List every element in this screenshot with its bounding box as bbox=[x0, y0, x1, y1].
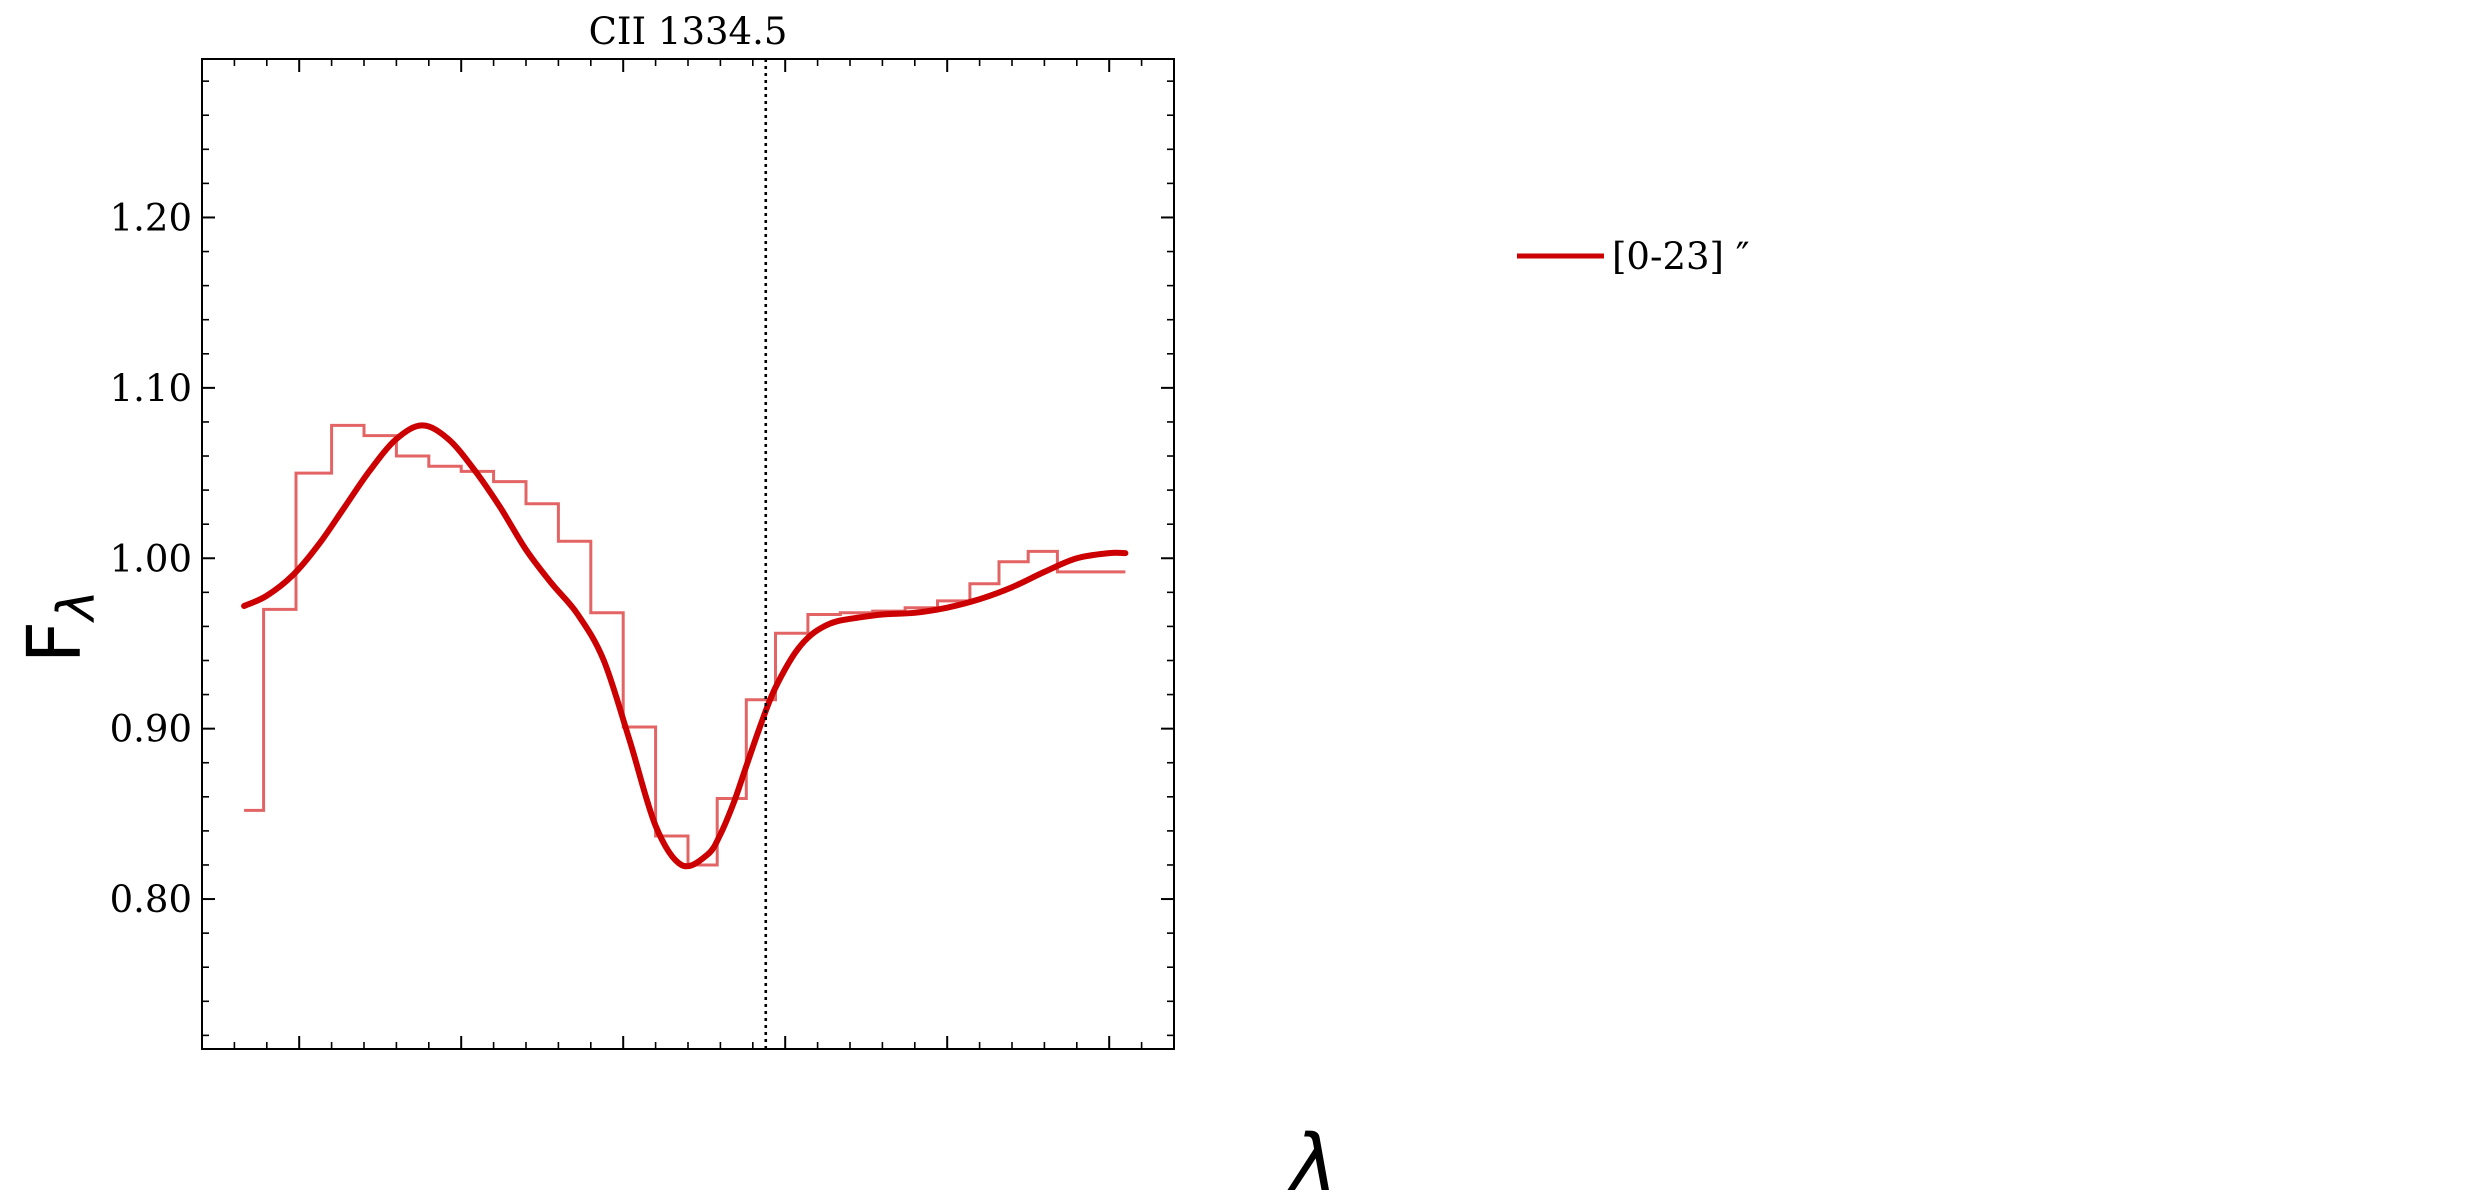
legend: [0-23] ″ bbox=[1517, 235, 1750, 278]
y-axis-label: Fλ bbox=[12, 590, 107, 663]
y-axis-label-subscript: λ bbox=[47, 590, 107, 624]
data-layer bbox=[244, 423, 1126, 867]
y-tick-label: 0.80 bbox=[110, 878, 192, 921]
svg-text:Fλ: Fλ bbox=[12, 590, 107, 663]
y-tick-label: 1.20 bbox=[110, 196, 192, 239]
y-tick-label: 1.00 bbox=[110, 537, 192, 580]
chart-title: CII 1334.5 bbox=[589, 10, 788, 53]
axes: 0.80 0.90 1.00 1.10 1.20 bbox=[110, 58, 1175, 1050]
fit-line bbox=[241, 422, 1129, 870]
data-step-line bbox=[244, 423, 1126, 867]
y-tick-label: 1.10 bbox=[110, 367, 192, 410]
y-axis-label-main: F bbox=[12, 621, 98, 664]
y-tick-label: 0.90 bbox=[110, 708, 192, 751]
legend-label: [0-23] ″ bbox=[1612, 235, 1750, 278]
fit-layer bbox=[241, 422, 1129, 870]
x-axis-label: λ bbox=[1287, 1119, 1337, 1200]
